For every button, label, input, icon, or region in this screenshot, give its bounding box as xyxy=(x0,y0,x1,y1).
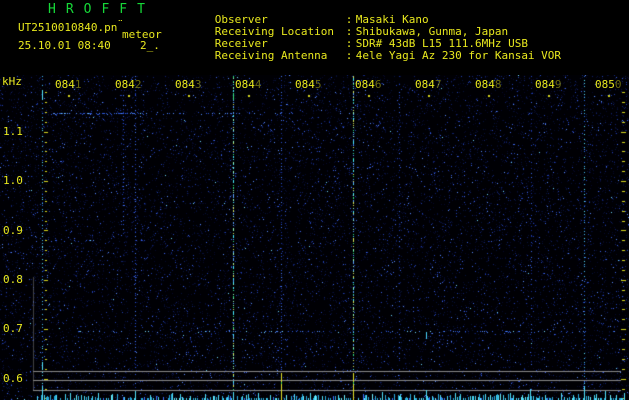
freq-tick-label: 0.9 xyxy=(3,224,23,237)
time-tick-label: 0849 xyxy=(535,78,562,91)
info-label: Observer xyxy=(214,13,268,26)
info-row-location: Receiving Location: Shibukawa, Gunma, Jap… xyxy=(175,15,508,48)
info-value: Shibukawa, Gunma, Japan xyxy=(355,25,509,38)
freq-axis-unit: kHz xyxy=(2,75,22,88)
time-tick-label: 0847 xyxy=(415,78,442,91)
datetime-label: 25.10.01 08:40 xyxy=(18,39,111,52)
info-label: Receiver xyxy=(214,37,268,50)
time-tick-label: 0845 xyxy=(295,78,322,91)
info-value: Masaki Kano xyxy=(355,13,429,26)
time-tick-label: 0844 xyxy=(235,78,262,91)
time-tick-label: 0846 xyxy=(355,78,382,91)
info-label: Receiving Antenna xyxy=(214,49,328,62)
spectrogram-canvas xyxy=(0,75,629,400)
info-value: SDR# 43dB L15 111.6MHz USB xyxy=(355,37,528,50)
time-tick-label: 0850 xyxy=(595,78,622,91)
info-colon: : xyxy=(345,13,353,26)
freq-tick-label: 1.0 xyxy=(3,174,23,187)
time-tick-label: 0848 xyxy=(475,78,502,91)
info-colon: : xyxy=(345,49,353,62)
info-label: Receiving Location xyxy=(214,25,334,38)
count-label: 2_. xyxy=(140,39,160,52)
observatory-label: meteor xyxy=(122,28,162,41)
freq-tick-label: 1.1 xyxy=(3,125,23,138)
time-tick-label: 0842 xyxy=(115,78,142,91)
app-title: HROFFT xyxy=(48,2,155,17)
info-row-observer: Observer: Masaki Kano xyxy=(175,3,429,36)
filename-label: UT2510010840.pn xyxy=(18,21,118,34)
time-tick-label: 0843 xyxy=(175,78,202,91)
info-value: 4ele Yagi Az 230 for Kansai VOR xyxy=(355,49,562,62)
freq-tick-label: 0.6 xyxy=(3,372,23,385)
filename-marks: ¨ xyxy=(117,18,124,31)
time-tick-label: 0841 xyxy=(55,78,82,91)
info-row-antenna: Receiving Antenna:4ele Yagi Az 230 for K… xyxy=(175,39,561,72)
freq-tick-label: 0.8 xyxy=(3,273,23,286)
freq-tick-label: 0.7 xyxy=(3,322,23,335)
info-row-receiver: Receiver: SDR# 43dB L15 111.6MHz USB xyxy=(175,27,528,60)
info-colon: : xyxy=(345,37,353,50)
info-colon: : xyxy=(345,25,353,38)
